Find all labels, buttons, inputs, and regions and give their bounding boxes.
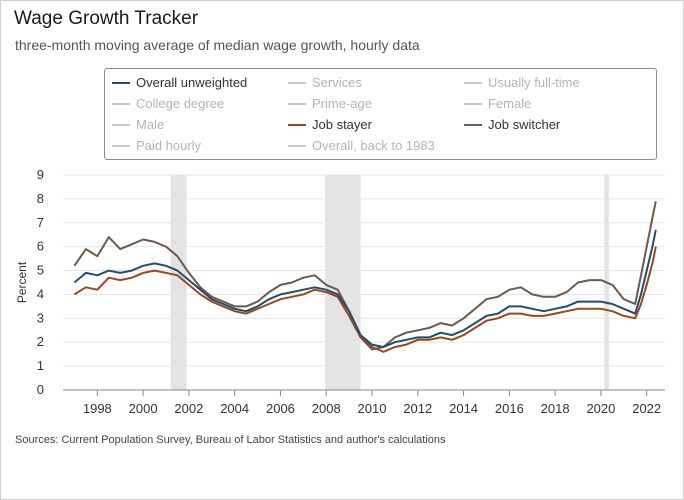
legend-swatch: [464, 124, 482, 126]
legend-swatch: [112, 145, 130, 147]
legend-swatch: [464, 103, 482, 105]
legend-label: Overall unweighted: [136, 75, 248, 90]
x-tick-label: 2012: [403, 401, 432, 416]
y-axis-label: Percent: [15, 261, 29, 303]
legend-label: Male: [136, 117, 165, 132]
y-tick-label: 8: [37, 191, 44, 206]
recession-band: [325, 175, 361, 390]
y-tick-label: 9: [37, 167, 44, 182]
x-tick-label: 2006: [266, 401, 295, 416]
chart-subtitle: three-month moving average of median wag…: [15, 37, 420, 53]
x-tick-label: 1998: [83, 401, 112, 416]
legend-label: Prime-age: [312, 96, 372, 111]
y-tick-label: 3: [37, 310, 44, 325]
legend-swatch: [112, 124, 130, 126]
y-tick-label: 0: [37, 382, 44, 397]
y-tick-label: 2: [37, 334, 44, 349]
x-tick-label: 2014: [449, 401, 478, 416]
y-tick-label: 6: [37, 239, 44, 254]
legend-swatch: [112, 103, 130, 105]
x-tick-label: 2004: [220, 401, 249, 416]
legend-label: Female: [488, 96, 532, 111]
legend-label: Services: [312, 75, 362, 90]
x-tick-label: 2016: [495, 401, 524, 416]
x-tick-label: 2008: [312, 401, 341, 416]
x-tick-label: 2018: [541, 401, 570, 416]
source-note: Sources: Current Population Survey, Bure…: [15, 434, 446, 446]
legend-swatch: [288, 145, 306, 147]
legend-label: Usually full-time: [488, 75, 580, 90]
x-tick-label: 2010: [358, 401, 387, 416]
y-tick-label: 5: [37, 263, 44, 278]
x-tick-label: 2002: [174, 401, 203, 416]
legend: Overall unweighted Services Usually full-t…: [104, 68, 657, 160]
x-tick-label: 2022: [632, 401, 661, 416]
legend-label: Job switcher: [488, 117, 561, 132]
series-line: [73, 201, 657, 351]
legend-swatch: [288, 103, 306, 105]
series-line: [73, 229, 657, 348]
legend-label: Job stayer: [312, 117, 372, 132]
legend-label: Paid hourly: [136, 138, 202, 153]
y-tick-label: 4: [37, 286, 44, 301]
x-tick-label: 2000: [129, 401, 158, 416]
y-tick-label: 1: [37, 358, 44, 373]
legend-label: Overall, back to 1983: [312, 138, 435, 153]
legend-label: College degree: [136, 96, 225, 111]
y-tick-label: 7: [37, 215, 44, 230]
x-tick-label: 2020: [586, 401, 615, 416]
legend-swatch: [288, 124, 306, 126]
chart-title: Wage Growth Tracker: [14, 8, 199, 29]
legend-swatch: [288, 82, 306, 84]
series-line: [73, 246, 657, 353]
legend-swatch: [464, 82, 482, 84]
legend-swatch: [112, 82, 130, 84]
recession-band: [170, 175, 187, 390]
